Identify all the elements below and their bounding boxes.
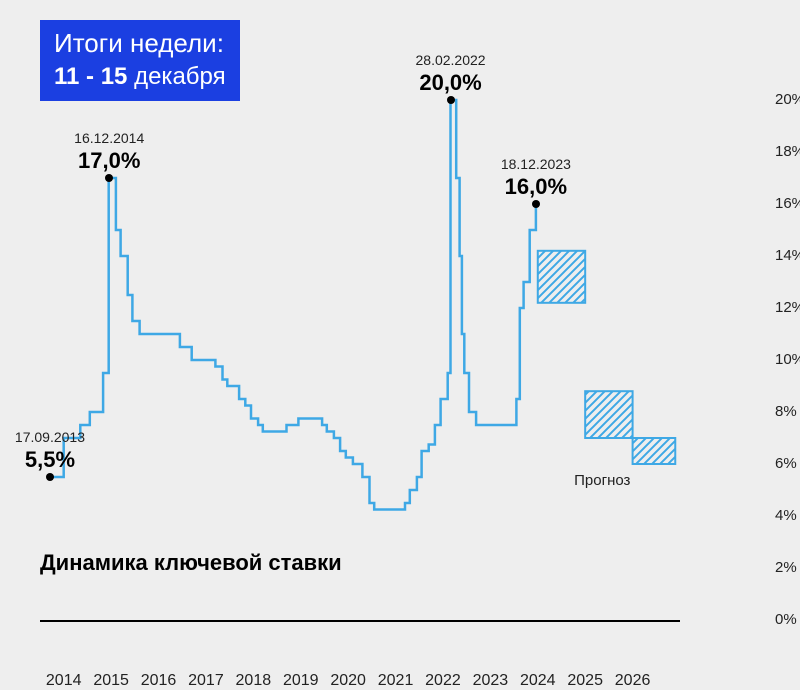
data-point-date: 17.09.2013: [15, 429, 85, 445]
x-tick: 2025: [567, 672, 603, 690]
title-line1: Итоги недели:: [54, 28, 226, 59]
data-point-date: 28.02.2022: [416, 52, 486, 68]
x-tick: 2014: [46, 672, 82, 690]
plot-area: 17.09.20135,5%16.12.201417,0%28.02.20222…: [40, 100, 680, 622]
y-tick: 6%: [775, 455, 800, 472]
data-point-dot: [46, 473, 54, 481]
x-tick: 2022: [425, 672, 461, 690]
x-tick: 2026: [615, 672, 651, 690]
y-tick: 8%: [775, 403, 800, 420]
y-tick: 4%: [775, 507, 800, 524]
data-point-dot: [532, 200, 540, 208]
title-box: Итоги недели: 11 - 15 декабря: [40, 20, 240, 101]
chart-subtitle: Динамика ключевой ставки: [40, 550, 342, 576]
y-tick: 20%: [775, 91, 800, 108]
data-point-value: 20,0%: [416, 70, 486, 96]
key-rate-chart: 17.09.20135,5%16.12.201417,0%28.02.20222…: [40, 100, 760, 660]
data-point-value: 16,0%: [501, 174, 571, 200]
x-tick: 2015: [93, 672, 129, 690]
x-tick: 2023: [473, 672, 509, 690]
x-tick: 2020: [330, 672, 366, 690]
x-tick: 2024: [520, 672, 556, 690]
x-tick: 2017: [188, 672, 224, 690]
data-point-label: 17.09.2013 5,5%: [15, 429, 85, 473]
x-tick: 2018: [236, 672, 272, 690]
data-point-dot: [447, 96, 455, 104]
data-point-value: 5,5%: [15, 447, 85, 473]
title-date-range: 11 - 15: [54, 63, 127, 90]
forecast-label: Прогноз: [574, 472, 630, 489]
data-point-label: 28.02.2022 20,0%: [416, 52, 486, 96]
y-tick: 16%: [775, 195, 800, 212]
line-svg: [40, 100, 680, 620]
data-point-label: 16.12.2014 17,0%: [74, 130, 144, 174]
title-month: декабря: [127, 63, 225, 90]
y-tick: 0%: [775, 611, 800, 628]
forecast-box: [538, 251, 585, 303]
x-tick: 2021: [378, 672, 414, 690]
y-tick: 2%: [775, 559, 800, 576]
data-point-date: 18.12.2023: [501, 156, 571, 172]
data-point-label: 18.12.2023 16,0%: [501, 156, 571, 200]
title-line2: 11 - 15 декабря: [54, 63, 226, 90]
x-tick: 2016: [141, 672, 177, 690]
forecast-box: [633, 438, 676, 464]
x-tick: 2019: [283, 672, 319, 690]
y-tick: 10%: [775, 351, 800, 368]
y-tick: 12%: [775, 299, 800, 316]
forecast-box: [585, 391, 632, 438]
data-point-value: 17,0%: [74, 148, 144, 174]
y-tick: 18%: [775, 143, 800, 160]
data-point-date: 16.12.2014: [74, 130, 144, 146]
data-point-dot: [105, 174, 113, 182]
y-tick: 14%: [775, 247, 800, 264]
